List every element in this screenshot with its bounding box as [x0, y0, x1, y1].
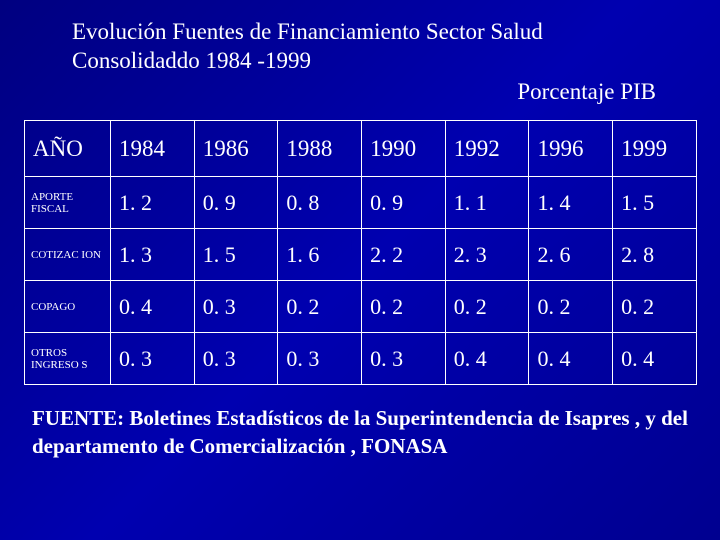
cell: 1. 6 — [278, 229, 362, 281]
cell: 0. 2 — [529, 281, 613, 333]
table-row: APORTE FISCAL 1. 2 0. 9 0. 8 0. 9 1. 1 1… — [25, 177, 697, 229]
data-table: AÑO 1984 1986 1988 1990 1992 1996 1999 A… — [24, 120, 697, 385]
cell: 0. 4 — [529, 333, 613, 385]
cell: 1. 2 — [111, 177, 195, 229]
title-line1: Evolución Fuentes de Financiamiento Sect… — [72, 18, 696, 47]
col-header: 1990 — [362, 121, 446, 177]
cell: 0. 3 — [111, 333, 195, 385]
title-block: Evolución Fuentes de Financiamiento Sect… — [72, 18, 696, 106]
cell: 1. 5 — [613, 177, 697, 229]
cell: 2. 3 — [445, 229, 529, 281]
table-row: OTROS INGRESO S 0. 3 0. 3 0. 3 0. 3 0. 4… — [25, 333, 697, 385]
cell: 2. 2 — [362, 229, 446, 281]
cell: 0. 3 — [194, 281, 278, 333]
col-header: 1988 — [278, 121, 362, 177]
cell: 0. 3 — [194, 333, 278, 385]
table-header-row: AÑO 1984 1986 1988 1990 1992 1996 1999 — [25, 121, 697, 177]
subtitle: Porcentaje PIB — [72, 78, 656, 107]
cell: 0. 4 — [613, 333, 697, 385]
row-label: COPAGO — [25, 281, 111, 333]
source-text: FUENTE: Boletines Estadísticos de la Sup… — [24, 405, 696, 460]
cell: 0. 2 — [613, 281, 697, 333]
row-label: OTROS INGRESO S — [25, 333, 111, 385]
col-header: 1992 — [445, 121, 529, 177]
cell: 2. 8 — [613, 229, 697, 281]
cell: 0. 2 — [362, 281, 446, 333]
cell: 0. 4 — [111, 281, 195, 333]
title-line2: Consolidaddo 1984 -1999 — [72, 47, 696, 76]
cell: 1. 5 — [194, 229, 278, 281]
row-label: COTIZAC ION — [25, 229, 111, 281]
col-header: AÑO — [25, 121, 111, 177]
cell: 0. 9 — [194, 177, 278, 229]
cell: 0. 3 — [362, 333, 446, 385]
cell: 0. 3 — [278, 333, 362, 385]
cell: 1. 1 — [445, 177, 529, 229]
cell: 0. 8 — [278, 177, 362, 229]
col-header: 1986 — [194, 121, 278, 177]
cell: 2. 6 — [529, 229, 613, 281]
cell: 0. 2 — [278, 281, 362, 333]
table-row: COPAGO 0. 4 0. 3 0. 2 0. 2 0. 2 0. 2 0. … — [25, 281, 697, 333]
cell: 0. 9 — [362, 177, 446, 229]
table-row: COTIZAC ION 1. 3 1. 5 1. 6 2. 2 2. 3 2. … — [25, 229, 697, 281]
cell: 0. 4 — [445, 333, 529, 385]
cell: 1. 3 — [111, 229, 195, 281]
col-header: 1999 — [613, 121, 697, 177]
cell: 0. 2 — [445, 281, 529, 333]
col-header: 1984 — [111, 121, 195, 177]
col-header: 1996 — [529, 121, 613, 177]
cell: 1. 4 — [529, 177, 613, 229]
row-label: APORTE FISCAL — [25, 177, 111, 229]
slide: Evolución Fuentes de Financiamiento Sect… — [0, 0, 720, 540]
